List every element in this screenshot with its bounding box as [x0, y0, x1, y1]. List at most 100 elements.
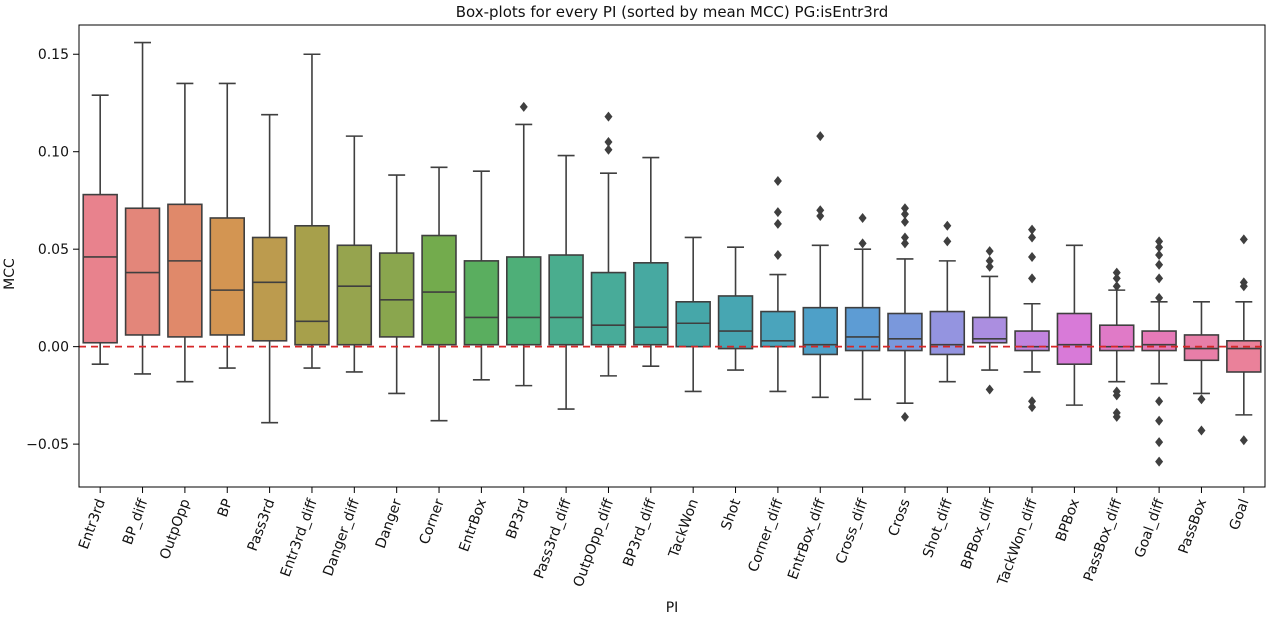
y-axis-label: MCC — [2, 258, 18, 290]
outlier-point — [985, 261, 994, 272]
outlier-point — [900, 411, 909, 422]
outlier-point — [773, 218, 782, 229]
box — [1226, 339, 1262, 373]
outlier-point — [900, 232, 909, 243]
outlier-point — [1239, 435, 1248, 446]
outlier-point — [900, 216, 909, 227]
x-tick-label: PassBox — [1176, 497, 1211, 556]
x-tick-label: Cross — [886, 497, 914, 539]
x-tick-label: BPBox_diff — [958, 497, 998, 572]
box — [675, 301, 711, 348]
outlier-point — [1028, 396, 1037, 407]
box — [548, 254, 584, 346]
x-tick-label: PassBox_diff — [1081, 497, 1126, 584]
box — [717, 295, 754, 350]
outlier-point — [858, 212, 867, 223]
chart-title: Box-plots for every PI (sorted by mean M… — [456, 3, 889, 21]
outlier-point — [1112, 273, 1121, 284]
y-tick-label: 0.00 — [38, 340, 69, 356]
x-tick-label: Pass3rd_diff — [531, 497, 575, 581]
outlier-point — [1155, 250, 1164, 261]
outlier-point — [1155, 242, 1164, 253]
outlier-point — [519, 101, 528, 112]
box — [336, 244, 373, 346]
outlier-point — [943, 236, 952, 247]
outlier-point — [1112, 281, 1121, 292]
box — [378, 252, 415, 338]
box — [633, 262, 669, 346]
x-tick-label: Goal_diff — [1132, 497, 1168, 560]
box — [929, 310, 966, 356]
x-tick-label: Pass3rd — [245, 497, 279, 553]
box — [506, 256, 542, 346]
outlier-point — [943, 220, 952, 231]
box — [251, 236, 288, 342]
outlier-point — [1155, 437, 1164, 448]
box — [1141, 330, 1177, 352]
y-tick-label: 0.15 — [38, 47, 69, 63]
box — [209, 217, 245, 336]
outlier-point — [1197, 394, 1206, 405]
x-tick-label: BPBox — [1053, 497, 1083, 544]
box — [1056, 312, 1093, 365]
outlier-point — [604, 136, 613, 147]
outlier-point — [900, 238, 909, 249]
box — [887, 312, 923, 352]
outlier-point — [1239, 234, 1248, 245]
box — [82, 193, 118, 344]
box — [124, 207, 161, 336]
x-tick-label: Corner — [417, 497, 448, 547]
outlier-point — [773, 207, 782, 218]
x-tick-label: Shot — [718, 496, 744, 532]
outlier-point — [1028, 251, 1037, 262]
outlier-point — [985, 384, 994, 395]
x-tick-label: Shot_diff — [920, 497, 956, 560]
box — [844, 306, 881, 352]
outlier-point — [858, 238, 867, 249]
y-tick-label: −0.05 — [26, 437, 69, 453]
x-axis-label: PI — [666, 600, 679, 616]
x-tick-label: BP — [215, 497, 236, 519]
y-tick-label: 0.10 — [38, 145, 69, 161]
outlier-point — [985, 246, 994, 257]
x-tick-label: Corner_diff — [745, 497, 786, 575]
outlier-point — [604, 111, 613, 122]
x-tick-label: Goal — [1227, 497, 1253, 532]
x-tick-label: BP_diff — [120, 497, 151, 547]
x-tick-label: TackWon — [666, 497, 702, 561]
x-tick-label: EntrBox — [456, 497, 490, 554]
outlier-point — [1155, 259, 1164, 270]
box — [1014, 330, 1050, 352]
outlier-point — [1155, 456, 1164, 467]
outlier-point — [1028, 402, 1037, 413]
x-tick-label: BP3rd_diff — [620, 497, 659, 569]
x-tick-label: OutpOpp — [157, 497, 194, 562]
outlier-point — [816, 131, 825, 142]
outlier-point — [816, 211, 825, 222]
x-tick-label: OutpOpp_diff — [571, 497, 618, 590]
x-tick-label: Danger — [373, 497, 406, 551]
outlier-point — [1155, 236, 1164, 247]
box — [802, 306, 838, 356]
outlier-point — [1197, 425, 1206, 436]
outlier-point — [1112, 386, 1121, 397]
box — [463, 260, 500, 346]
outlier-point — [1155, 273, 1164, 284]
box — [1183, 334, 1220, 362]
x-tick-label: TackWon_diff — [994, 497, 1040, 589]
box — [421, 234, 457, 346]
x-tick-label: Entr3rd — [76, 497, 109, 552]
outlier-point — [1028, 224, 1037, 235]
outlier-point — [1239, 277, 1248, 288]
x-tick-label: Entr3rd_diff — [278, 497, 321, 580]
x-tick-label: Cross_diff — [833, 497, 871, 567]
outlier-point — [985, 255, 994, 266]
outlier-point — [773, 250, 782, 261]
outlier-point — [1155, 396, 1164, 407]
box — [294, 224, 330, 346]
plot-frame — [78, 24, 1266, 488]
x-tick-label: BP3rd — [503, 497, 532, 541]
outlier-point — [1155, 415, 1164, 426]
